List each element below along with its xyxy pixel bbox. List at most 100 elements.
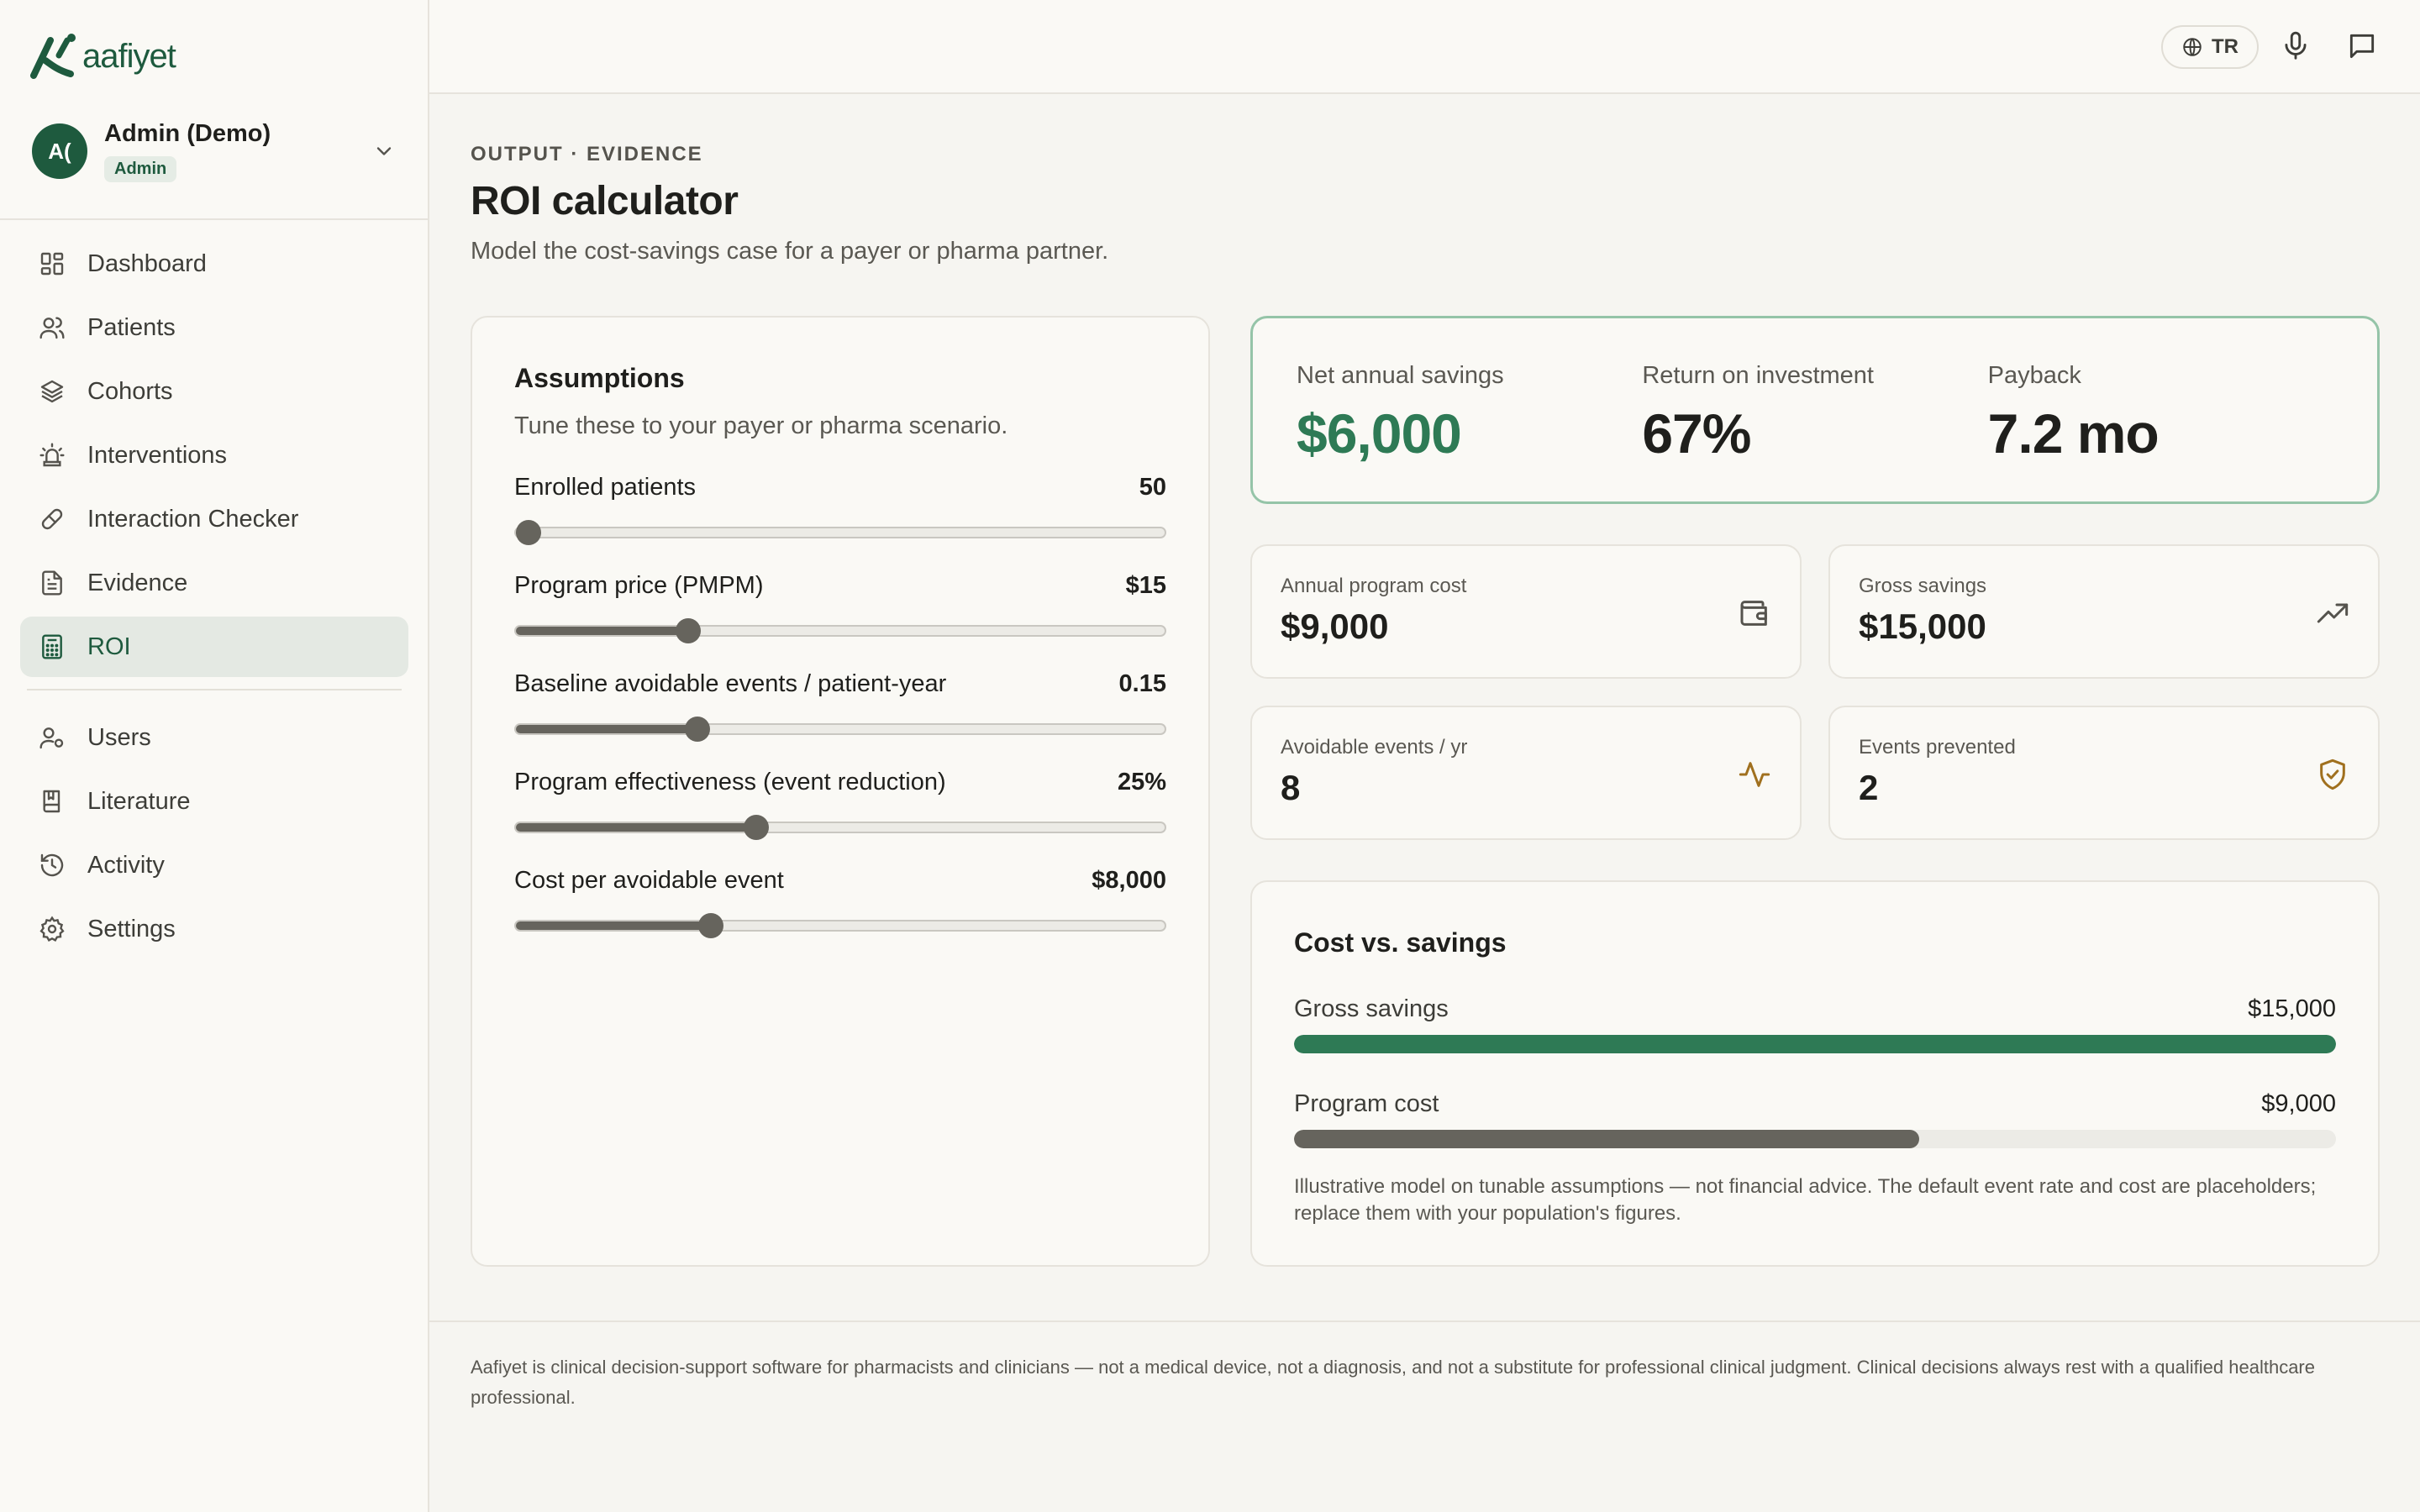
events-prevented-card: Events prevented 2 bbox=[1828, 706, 2380, 840]
slider-label: Enrolled patients bbox=[514, 474, 697, 501]
calculator-icon bbox=[42, 634, 62, 659]
sidebar-item-patients[interactable]: Patients bbox=[20, 297, 408, 358]
microphone-icon[interactable] bbox=[2280, 30, 2312, 62]
slider-label: Baseline avoidable events / patient-year bbox=[514, 670, 947, 697]
wallet-icon bbox=[1740, 601, 1767, 626]
sidebar-item-label: Activity bbox=[87, 851, 165, 879]
gross-savings-bar bbox=[1294, 1035, 2336, 1053]
dashboard-icon bbox=[40, 252, 64, 276]
roi-stat: Return on investment 67% bbox=[1642, 362, 1987, 465]
slider-value: $8,000 bbox=[1092, 867, 1166, 894]
slider-track[interactable] bbox=[514, 913, 1166, 938]
slider-thumb[interactable] bbox=[743, 815, 769, 840]
message-icon[interactable] bbox=[2346, 30, 2378, 62]
sidebar-item-users[interactable]: Users bbox=[20, 707, 408, 768]
slider-program-effectiveness: Program effectiveness (event reduction) 2… bbox=[514, 769, 1166, 840]
user-menu[interactable]: A( Admin (Demo) Admin bbox=[32, 109, 396, 193]
sidebar-item-roi[interactable]: ROI bbox=[20, 617, 408, 677]
slider-program-price: Program price (PMPM) $15 bbox=[514, 572, 1166, 643]
avoidable-events-card: Avoidable events / yr 8 bbox=[1250, 706, 1802, 840]
language-code: TR bbox=[2212, 35, 2238, 58]
history-icon bbox=[40, 853, 64, 877]
sidebar-item-label: Settings bbox=[87, 915, 176, 942]
assumptions-card: Assumptions Tune these to your payer or … bbox=[471, 316, 1210, 1267]
user-name: Admin (Demo) bbox=[104, 120, 271, 147]
gross-savings-row: Gross savings $15,000 bbox=[1294, 995, 2336, 1023]
slider-thumb[interactable] bbox=[675, 618, 701, 643]
slider-fill bbox=[516, 823, 756, 832]
sidebar-item-interventions[interactable]: Interventions bbox=[20, 425, 408, 486]
metric-label: Annual program cost bbox=[1281, 575, 1467, 597]
sidebar-item-label: Dashboard bbox=[87, 249, 207, 277]
breadcrumb: OUTPUT · EVIDENCE bbox=[471, 143, 703, 165]
slider-track[interactable] bbox=[514, 717, 1166, 742]
bar-value: $15,000 bbox=[2248, 995, 2336, 1022]
slider-value: 0.15 bbox=[1118, 670, 1166, 697]
slider-label: Program effectiveness (event reduction) bbox=[514, 769, 946, 795]
slider-label: Cost per avoidable event bbox=[514, 867, 784, 894]
stat-label: Net annual savings bbox=[1297, 362, 1504, 389]
stat-label: Return on investment bbox=[1642, 362, 1874, 389]
layers-icon bbox=[40, 380, 64, 403]
sidebar-item-activity[interactable]: Activity bbox=[20, 835, 408, 895]
trending-up-icon bbox=[2317, 603, 2349, 623]
program-cost-bar bbox=[1294, 1130, 1919, 1148]
sidebar-item-label: Evidence bbox=[87, 569, 188, 596]
metric-label: Events prevented bbox=[1859, 736, 2016, 759]
slider-value: $15 bbox=[1125, 572, 1166, 599]
language-switcher[interactable]: TR bbox=[2161, 25, 2259, 69]
sidebar-item-cohorts[interactable]: Cohorts bbox=[20, 361, 408, 422]
slider-enrolled-patients: Enrolled patients 50 bbox=[514, 474, 1166, 545]
metric-label: Avoidable events / yr bbox=[1281, 736, 1468, 759]
app-name: aafiyet bbox=[82, 37, 176, 75]
net-savings-stat: Net annual savings $6,000 bbox=[1297, 362, 1642, 465]
sidebar-item-literature[interactable]: Literature bbox=[20, 771, 408, 832]
slider-fill bbox=[516, 627, 688, 635]
sidebar-divider bbox=[0, 218, 428, 220]
assumptions-subtitle: Tune these to your payer or pharma scena… bbox=[514, 412, 1008, 439]
page-header: OUTPUT · EVIDENCE ROI calculator Model t… bbox=[471, 143, 1108, 265]
sidebar-item-evidence[interactable]: Evidence bbox=[20, 553, 408, 613]
metric-value: $15,000 bbox=[1859, 606, 1986, 646]
siren-icon bbox=[39, 443, 65, 467]
sidebar-item-dashboard[interactable]: Dashboard bbox=[20, 234, 408, 294]
slider-track[interactable] bbox=[514, 618, 1166, 643]
sidebar-item-interaction-checker[interactable]: Interaction Checker bbox=[20, 489, 408, 549]
disclaimer-note: Illustrative model on tunable assumption… bbox=[1294, 1175, 2317, 1225]
bar-label: Gross savings bbox=[1294, 995, 1449, 1022]
program-cost-row: Program cost $9,000 bbox=[1294, 1090, 2336, 1118]
slider-thumb[interactable] bbox=[685, 717, 711, 742]
file-text-icon bbox=[42, 570, 62, 596]
stat-value: 67% bbox=[1642, 402, 1751, 465]
slider-track[interactable] bbox=[514, 815, 1166, 840]
metric-value: 8 bbox=[1281, 768, 1301, 807]
app-logo[interactable]: aafiyet bbox=[30, 32, 176, 81]
annual-program-cost-card: Annual program cost $9,000 bbox=[1250, 544, 1802, 679]
bar-label: Program cost bbox=[1294, 1090, 1439, 1117]
book-icon bbox=[43, 790, 60, 813]
bar-track bbox=[1294, 1035, 2336, 1053]
sidebar-item-label: Interventions bbox=[87, 441, 228, 469]
stat-label: Payback bbox=[1987, 362, 2081, 389]
payback-stat: Payback 7.2 mo bbox=[1987, 362, 2333, 465]
assumptions-title: Assumptions bbox=[514, 363, 685, 393]
globe-icon bbox=[2183, 38, 2202, 56]
slider-fill bbox=[516, 921, 711, 930]
chevron-down-icon[interactable] bbox=[372, 139, 396, 163]
activity-icon bbox=[1739, 762, 1770, 787]
metric-value: 2 bbox=[1859, 768, 1879, 807]
roi-summary-card: Net annual savings $6,000 Return on inve… bbox=[1250, 316, 2380, 504]
stat-value: 7.2 mo bbox=[1987, 402, 2160, 465]
gross-savings-card: Gross savings $15,000 bbox=[1828, 544, 2380, 679]
metric-value: $9,000 bbox=[1281, 606, 1389, 646]
sidebar-item-settings[interactable]: Settings bbox=[20, 899, 408, 959]
sidebar-item-label: Cohorts bbox=[87, 377, 173, 405]
page-subtitle: Model the cost-savings case for a payer … bbox=[471, 238, 1109, 265]
stat-value: $6,000 bbox=[1297, 402, 1462, 465]
slider-thumb[interactable] bbox=[697, 913, 723, 938]
slider-thumb[interactable] bbox=[516, 520, 542, 545]
bar-track bbox=[1294, 1130, 2336, 1148]
role-badge: Admin bbox=[104, 156, 177, 182]
metric-label: Gross savings bbox=[1859, 575, 1987, 597]
slider-track[interactable] bbox=[514, 520, 1166, 545]
